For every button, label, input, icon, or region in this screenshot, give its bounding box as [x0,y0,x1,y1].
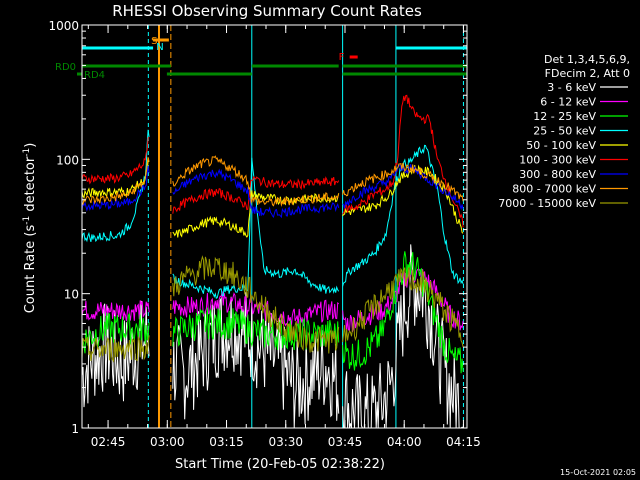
timestamp: 15-Oct-2021 02:05 [560,468,636,477]
y-tick-label: 1000 [48,19,79,33]
legend-item-label: 300 - 800 keV [519,168,596,181]
legend-item-label: 12 - 25 keV [533,110,596,123]
series-line-800-7000-kev [81,155,464,208]
series-line-7000-15000-kev [81,255,464,363]
time-markers: SN F [82,25,467,428]
x-tick-label: 04:15 [446,435,481,449]
x-tick-label: 03:45 [328,435,363,449]
legend-item-label: 7000 - 15000 keV [498,197,596,210]
x-tick-label: 03:00 [150,435,185,449]
legend-item-label: 800 - 7000 keV [512,183,596,196]
x-tick-label: 02:45 [91,435,126,449]
legend-item-label: 100 - 300 keV [519,154,596,167]
annotation-n: N [156,42,163,53]
plot-frame [81,24,468,429]
x-tick-label: 03:15 [209,435,244,449]
flag-rd0-label: RD0 [55,62,76,73]
legend-item-label: 50 - 100 keV [526,139,596,152]
legend: Det 1,3,4,5,6,9,FDecim 2, Att 03 - 6 keV… [498,53,630,210]
x-tick-label: 04:00 [387,435,422,449]
x-tick-label: 03:30 [268,435,303,449]
flag-bars: RD0 RD4 [55,62,467,81]
y-tick-label: 1 [71,422,79,436]
annotation-f: F [339,52,345,63]
y-tick-label: 10 [64,288,79,302]
legend-item-label: 25 - 50 keV [533,125,596,138]
y-axis-label: Count Rate (s-1 detector-1) [22,143,38,314]
series-line-100-300-kev [81,94,464,228]
series-line-12-25-kev [81,251,464,374]
legend-item-label: 3 - 6 keV [547,81,596,94]
legend-header-detectors: Det 1,3,4,5,6,9, [544,53,630,66]
axes-group: 1 10 100 1000 02:45 03:00 03:15 03:30 03:45 04:00… [48,19,480,449]
flag-rd4-label: RD4 [84,70,105,81]
legend-item-label: 6 - 12 keV [540,96,596,109]
annotation-s: S [151,36,157,47]
x-axis-label: Start Time (20-Feb-05 02:38:22) [175,457,385,472]
legend-header-decimation: FDecim 2, Att 0 [545,67,630,80]
chart-title: RHESSI Observing Summary Count Rates [112,2,422,20]
series-line-50-100-kev [81,160,464,238]
y-tick-label: 100 [56,153,79,167]
